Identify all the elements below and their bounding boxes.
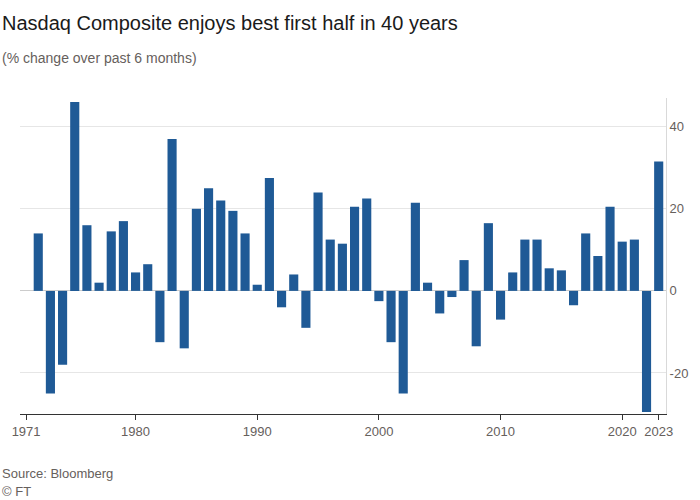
svg-text:1971: 1971 <box>12 424 41 439</box>
svg-text:20: 20 <box>670 201 684 216</box>
svg-text:40: 40 <box>670 119 684 134</box>
svg-text:2010: 2010 <box>486 424 515 439</box>
svg-text:2000: 2000 <box>364 424 393 439</box>
svg-text:1990: 1990 <box>243 424 272 439</box>
svg-text:(% change over past 6 months): (% change over past 6 months) <box>2 50 197 66</box>
svg-text:Nasdaq Composite enjoys best f: Nasdaq Composite enjoys best first half … <box>2 12 458 34</box>
svg-text:© FT: © FT <box>2 484 31 499</box>
svg-text:2023: 2023 <box>644 424 673 439</box>
svg-text:1980: 1980 <box>121 424 150 439</box>
svg-text:-20: -20 <box>670 366 689 381</box>
svg-text:2020: 2020 <box>608 424 637 439</box>
svg-text:Source: Bloomberg: Source: Bloomberg <box>2 466 113 481</box>
svg-text:0: 0 <box>670 283 677 298</box>
